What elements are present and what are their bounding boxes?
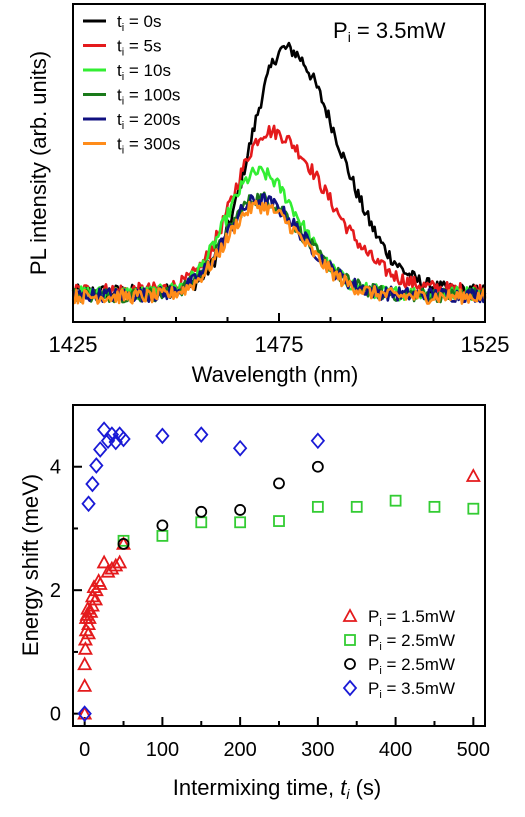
pl-spectra-panel: 1425 1475 1525 Wavelength (nm) PL intensity …	[26, 3, 510, 387]
legend-label-300s: ti = 300s	[117, 135, 180, 157]
spectrum-line-10s	[72, 165, 487, 302]
data-point-diamond	[116, 430, 131, 448]
data-point-circle	[117, 537, 130, 550]
data-point-diamond	[89, 457, 104, 474]
x-tick-label: 1475	[255, 332, 304, 357]
data-point-diamond	[108, 433, 123, 451]
legend-label-square: Pi = 2.5mW	[368, 631, 455, 653]
x-tick-label: 1525	[461, 332, 510, 357]
x-axis-title: Wavelength (nm)	[192, 362, 359, 387]
data-point-diamond	[155, 427, 170, 445]
x-axis-title: Intermixing time, ti (s)	[173, 775, 382, 802]
x-tick-label: 200	[223, 739, 256, 761]
y-tick-label: 0	[50, 704, 61, 726]
data-point-diamond	[232, 439, 248, 457]
legend-label-diamond: Pi = 3.5mW	[368, 679, 455, 701]
data-point-diamond	[96, 421, 112, 439]
legend-marker-triangle	[342, 608, 358, 622]
legend-label-0s: ti = 0s	[117, 12, 162, 34]
data-point-circle	[156, 519, 169, 532]
data-point-square	[428, 500, 441, 513]
data-point-square	[467, 502, 480, 515]
x-tick-label: 400	[379, 739, 412, 761]
legend-marker-circle	[344, 658, 356, 670]
data-point-square	[156, 529, 169, 542]
data-point-diamond	[93, 441, 108, 458]
data-point-square	[350, 500, 363, 513]
data-point-triangle	[77, 705, 93, 720]
data-point-triangle	[112, 554, 128, 569]
legend-label-10s: ti = 10s	[117, 61, 171, 83]
legend-label-5s: ti = 5s	[117, 37, 162, 59]
data-point-triangle	[96, 554, 112, 569]
data-point-triangle	[77, 677, 93, 692]
data-point-circle	[273, 477, 285, 490]
legend-label-200s: ti = 200s	[117, 110, 180, 132]
power-annotation: Pi = 3.5mW	[333, 18, 446, 45]
spectrum-line-300s	[71, 199, 487, 305]
data-point-triangle	[92, 576, 108, 590]
data-point-triangle	[77, 656, 93, 671]
data-point-triangle	[81, 625, 97, 640]
legend-marker-square	[344, 634, 356, 646]
legend-label-triangle: Pi = 1.5mW	[368, 607, 455, 629]
data-point-triangle	[465, 468, 481, 482]
plot-frame	[72, 404, 486, 727]
legend-label-circle: Pi = 2.5mW	[368, 655, 455, 677]
y-tick-label: 4	[50, 457, 61, 479]
x-tick-label: 300	[301, 739, 334, 761]
data-point-square	[311, 500, 324, 513]
data-point-triangle	[88, 591, 104, 606]
x-tick-label: 500	[457, 739, 490, 761]
data-point-circle	[234, 504, 247, 516]
data-point-circle	[311, 460, 324, 473]
y-axis-title: PL intensity (arb. units)	[26, 51, 51, 275]
y-tick-label: 2	[50, 580, 61, 602]
data-point-diamond	[85, 475, 100, 493]
data-point-diamond	[81, 495, 96, 513]
data-point-circle	[195, 505, 208, 518]
spectrum-line-5s	[72, 124, 487, 299]
y-axis-title: Energy shift (meV)	[18, 474, 43, 656]
spectrum-line-0s	[71, 41, 486, 299]
data-point-diamond	[77, 705, 92, 723]
data-point-triangle	[108, 557, 124, 572]
data-point-triangle	[77, 640, 93, 655]
energy-shift-panel: 0 100 200 300 400 500 0 2 4 Intermixing time, ti …	[18, 404, 490, 802]
data-point-diamond	[310, 432, 326, 450]
legend-marker-diamond	[342, 679, 358, 697]
data-point-square	[195, 516, 208, 529]
data-point-square	[234, 516, 247, 529]
legend-label-100s: ti = 100s	[117, 86, 180, 108]
data-point-square	[389, 494, 402, 507]
data-point-diamond	[194, 426, 209, 444]
x-tick-label: 1425	[49, 332, 98, 357]
data-point-square	[273, 515, 285, 527]
x-tick-label: 100	[146, 739, 179, 761]
x-tick-label: 0	[79, 739, 90, 761]
